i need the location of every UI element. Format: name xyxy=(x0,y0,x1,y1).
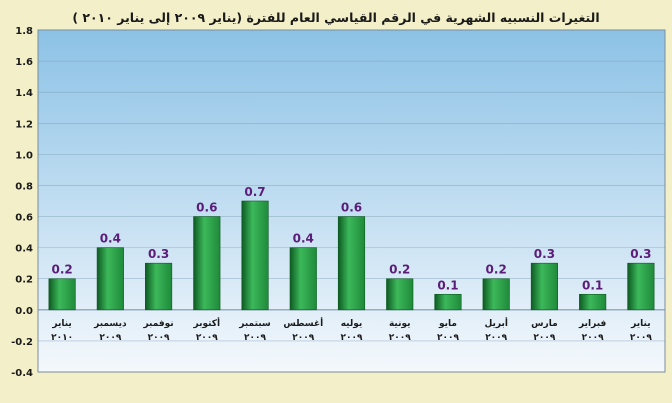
bar xyxy=(482,278,510,311)
y-tick-label: 0.0 xyxy=(15,306,33,317)
x-tick-label-year: ٢٠٠٩ xyxy=(389,333,411,343)
bar xyxy=(530,262,558,311)
x-tick-label-month: أغسطس xyxy=(283,317,323,329)
bar xyxy=(145,262,173,311)
plot-area xyxy=(37,29,666,373)
data-label: 0.2 xyxy=(389,263,410,277)
y-tick-label: 0.6 xyxy=(15,213,33,224)
x-tick-label-month: سبتمبر xyxy=(238,319,271,329)
data-label: 0.2 xyxy=(486,263,507,277)
x-tick-label-month: أكتوبر xyxy=(192,317,220,329)
data-label: 0.6 xyxy=(196,201,217,215)
y-tick-label: 1.6 xyxy=(15,57,33,68)
bar xyxy=(193,216,221,311)
x-tick-label-year: ٢٠٠٩ xyxy=(148,333,170,343)
bar xyxy=(337,216,366,311)
x-axis-labels: يناير ٢٠٠٩ فبراير ٢٠٠٩ مارس ٢٠٠٩ أبريل ٢٠٠٩ مايو… xyxy=(51,317,652,343)
x-tick-label-month: نوفمبر xyxy=(142,319,173,329)
bars: 0.3 0.1 0.3 0.2 0.1 0.2 0.6 0.4 0.7 0.6 0.3 0.4 0.2 xyxy=(48,185,655,311)
y-tick-label: 1.8 xyxy=(15,26,33,37)
bar xyxy=(434,293,462,311)
bar xyxy=(96,247,124,311)
data-label: 0.3 xyxy=(534,247,555,261)
y-axis: -0.4 -0.2 0.0 0.2 0.4 0.6 0.8 1.0 1.2 1.4 1.6 1.8 xyxy=(11,26,33,379)
x-tick-label-year: ٢٠٠٩ xyxy=(630,333,652,343)
x-tick-label-month: فبراير xyxy=(578,319,606,329)
x-tick-label-year: ٢٠١٠ xyxy=(51,333,73,343)
x-tick-label-year: ٢٠٠٩ xyxy=(244,333,266,343)
x-tick-label-year: ٢٠٠٩ xyxy=(341,333,363,343)
y-tick-label: -0.2 xyxy=(11,337,33,348)
x-tick-label-month: مايو xyxy=(438,319,457,329)
data-label: 0.4 xyxy=(100,232,121,246)
x-tick-label-year: ٢٠٠٩ xyxy=(485,333,507,343)
x-tick-label-month: يناير xyxy=(51,319,71,329)
bar xyxy=(48,278,76,311)
data-label: 0.4 xyxy=(293,232,314,246)
bar xyxy=(289,247,317,311)
y-tick-label: -0.4 xyxy=(11,368,33,379)
y-tick-label: 1.4 xyxy=(15,88,33,99)
data-label: 0.3 xyxy=(630,247,651,261)
x-tick-label-month: ديسمبر xyxy=(93,319,127,329)
data-label: 0.7 xyxy=(244,185,265,199)
data-label: 0.3 xyxy=(148,247,169,261)
x-tick-label-year: ٢٠٠٩ xyxy=(582,333,604,343)
x-tick-label-month: أبريل xyxy=(484,317,507,329)
x-tick-label-month: يناير xyxy=(630,319,650,329)
bar xyxy=(241,200,269,311)
x-tick-label-year: ٢٠٠٩ xyxy=(437,333,459,343)
y-tick-label: 0.4 xyxy=(15,244,33,255)
bar xyxy=(579,293,607,311)
data-label: 0.6 xyxy=(341,201,362,215)
x-tick-label-year: ٢٠٠٩ xyxy=(292,333,314,343)
x-tick-label-year: ٢٠٠٩ xyxy=(99,333,121,343)
x-tick-label-year: ٢٠٠٩ xyxy=(196,333,218,343)
y-tick-label: 0.8 xyxy=(15,181,33,192)
y-tick-label: 1.2 xyxy=(15,119,33,130)
x-tick-label-year: ٢٠٠٩ xyxy=(533,333,555,343)
x-tick-label-month: مارس xyxy=(531,319,558,329)
x-tick-label-month: يونية xyxy=(389,319,411,329)
y-tick-label: 0.2 xyxy=(15,275,33,286)
gridlines xyxy=(38,29,665,373)
data-label: 0.1 xyxy=(437,278,458,292)
bar xyxy=(386,278,414,311)
y-tick-label: 1.0 xyxy=(15,150,33,161)
chart-title: التغيرات النسبيه الشهرية في الرقم القياس… xyxy=(72,10,599,26)
bar xyxy=(627,262,655,311)
data-label: 0.2 xyxy=(51,263,72,277)
data-label: 0.1 xyxy=(582,278,603,292)
x-tick-label-month: يوليه xyxy=(341,319,363,329)
